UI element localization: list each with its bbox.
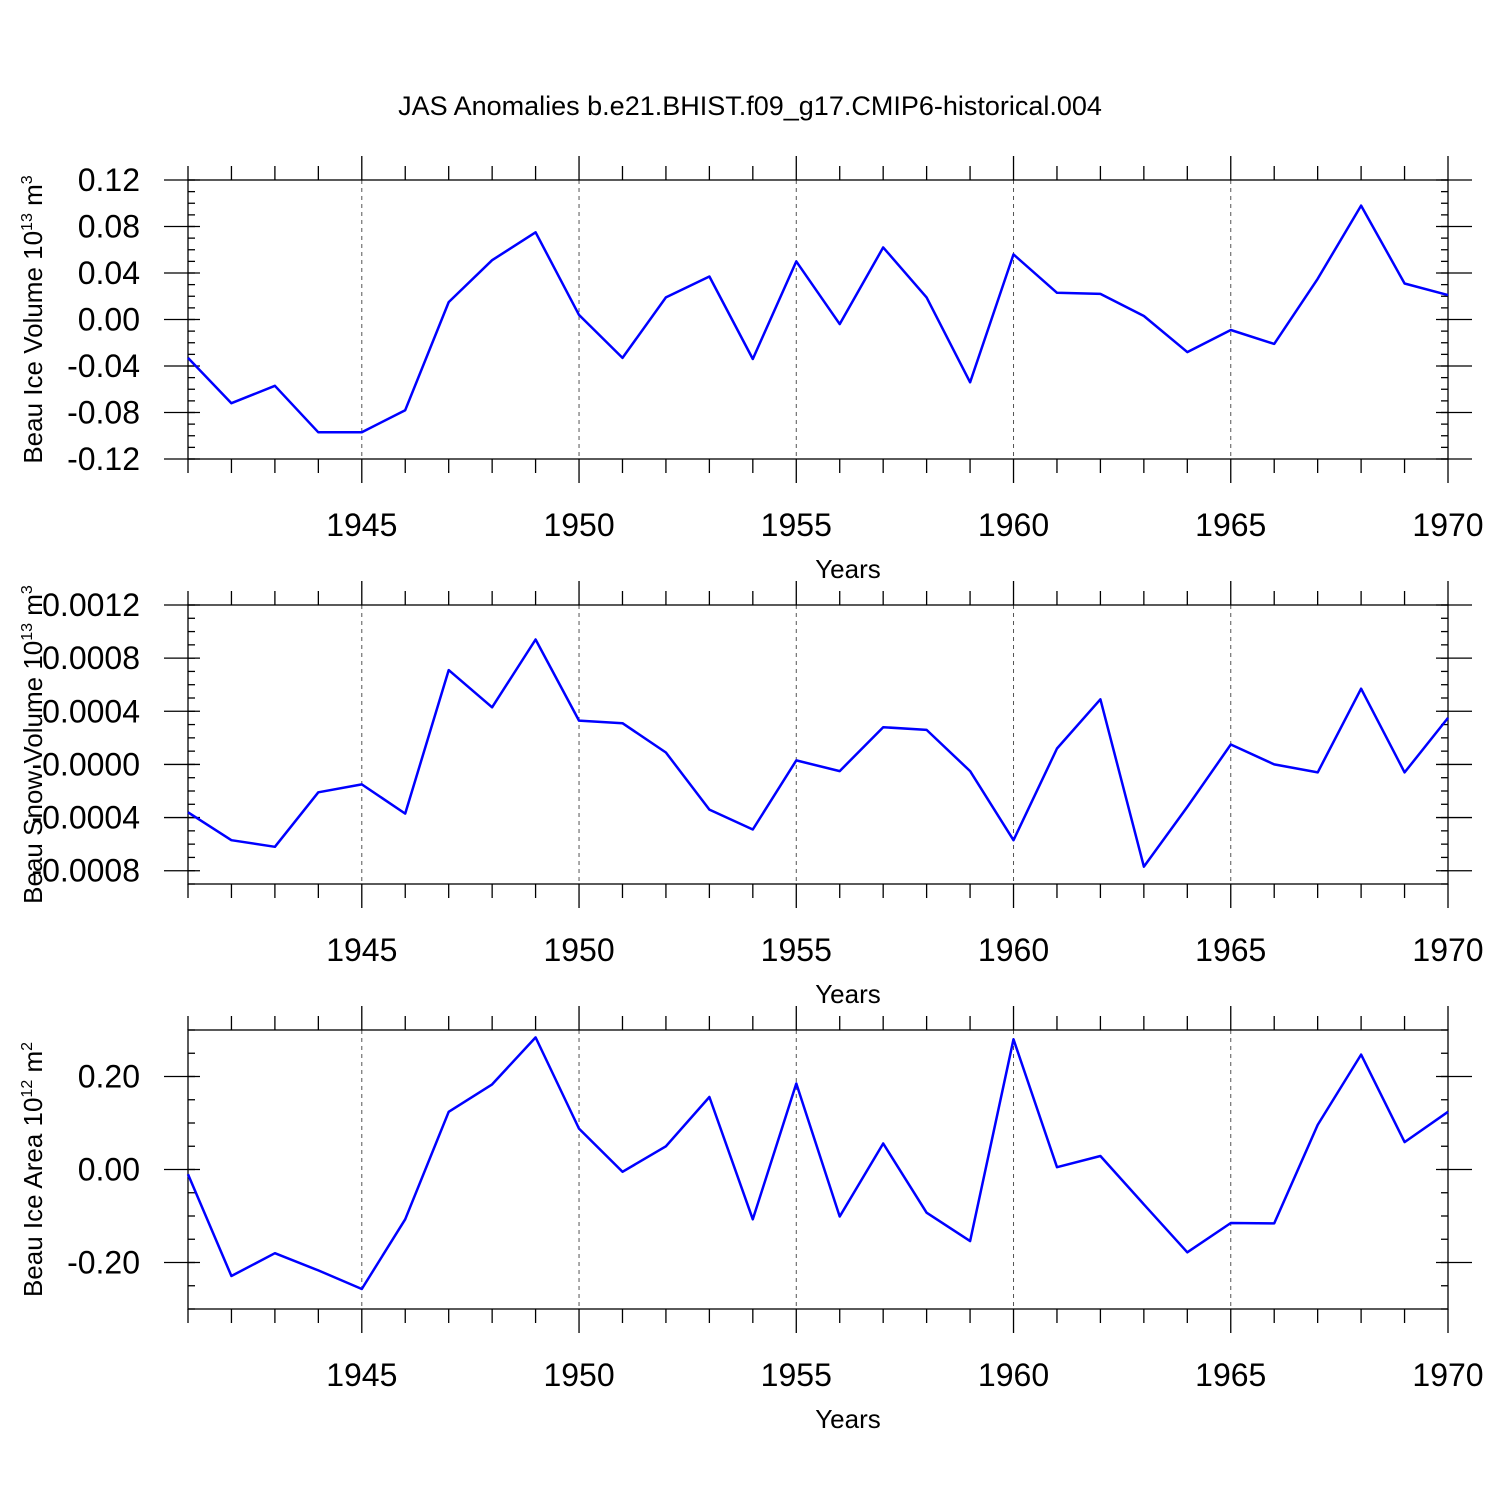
ice-volume-series-line [187, 204, 1449, 434]
snow-volume-plot-frame [187, 604, 1449, 885]
ice-area-plot-frame [187, 1029, 1449, 1310]
snow-volume-y-tick-label: -0.0008 [31, 853, 140, 889]
snow-volume-x-tick-label: 1945 [326, 932, 397, 968]
ice-volume-y-tick-label: -0.04 [67, 348, 140, 384]
ice-volume-y-tick-label: -0.08 [67, 395, 140, 431]
snow-volume-x-tick-label: 1955 [761, 932, 832, 968]
ice-area-x-tick-label: 1965 [1195, 1357, 1266, 1393]
ice-area-x-tick-label: 1945 [326, 1357, 397, 1393]
figure-title: JAS Anomalies b.e21.BHIST.f09_g17.CMIP6-… [398, 91, 1102, 121]
ice-area-y-tick-label: -0.20 [67, 1245, 140, 1281]
ice-volume-y-tick-label: -0.12 [67, 441, 140, 477]
snow-volume-y-tick-label: 0.0012 [42, 587, 140, 623]
ice-volume-x-tick-label: 1970 [1412, 507, 1483, 543]
ice-volume-y-tick-label: 0.12 [78, 162, 140, 198]
ice-volume-plot-frame [187, 179, 1449, 460]
snow-volume-x-tick-label: 1970 [1412, 932, 1483, 968]
ice-volume-panel: -0.12 -0.08 -0.04 0.00 0.04 0.08 0.12 1945 1950 1… [18, 156, 1484, 584]
ice-volume-x-axis-title: Years [815, 554, 881, 584]
snow-volume-y-axis-title: Beau Snow Volume 1013 m3 [18, 585, 48, 904]
snow-volume-y-tick-label: -0.0000 [31, 746, 140, 782]
ice-area-x-axis-title: Years [815, 1404, 881, 1434]
snow-volume-x-tick-label: 1950 [543, 932, 614, 968]
ice-volume-y-tick-label: 0.08 [78, 209, 140, 245]
ice-area-y-axis-title: Beau Ice Area 1012 m2 [18, 1042, 48, 1297]
ice-volume-y-tick-label: 0.04 [78, 255, 140, 291]
snow-volume-x-tick-label: 1960 [978, 932, 1049, 968]
ice-volume-y-axis-title: Beau Ice Volume 1013 m3 [18, 175, 48, 463]
snow-volume-y-tick-label: 0.0008 [42, 640, 140, 676]
ice-volume-x-tick-label: 1950 [543, 507, 614, 543]
ice-volume-x-tick-label: 1945 [326, 507, 397, 543]
snow-volume-x-axis-title: Years [815, 979, 881, 1009]
ice-area-x-tick-label: 1955 [761, 1357, 832, 1393]
ice-area-x-tick-label: 1970 [1412, 1357, 1483, 1393]
snow-volume-x-tick-label: 1965 [1195, 932, 1266, 968]
ice-area-x-tick-label: 1950 [543, 1357, 614, 1393]
snow-volume-panel: -0.0008 -0.0004 -0.0000 0.0004 0.0008 0.0012 1… [18, 581, 1484, 1009]
ice-area-y-tick-label: 0.20 [78, 1059, 140, 1095]
ice-area-series-line [186, 1036, 1449, 1291]
snow-volume-y-tick-label: 0.0004 [42, 693, 140, 729]
ice-area-y-tick-label: 0.00 [78, 1152, 140, 1188]
ice-area-x-tick-label: 1960 [978, 1357, 1049, 1393]
snow-volume-y-tick-label: -0.0004 [31, 800, 140, 836]
ice-volume-x-tick-label: 1960 [978, 507, 1049, 543]
ice-volume-x-tick-label: 1965 [1195, 507, 1266, 543]
ice-area-panel: -0.20 0.00 0.20 1945 1950 1955 1960 1965 1970 Yea… [18, 1006, 1484, 1434]
ice-volume-y-tick-label: 0.00 [78, 302, 140, 338]
snow-volume-series-line [187, 638, 1449, 868]
ice-volume-x-tick-label: 1955 [761, 507, 832, 543]
